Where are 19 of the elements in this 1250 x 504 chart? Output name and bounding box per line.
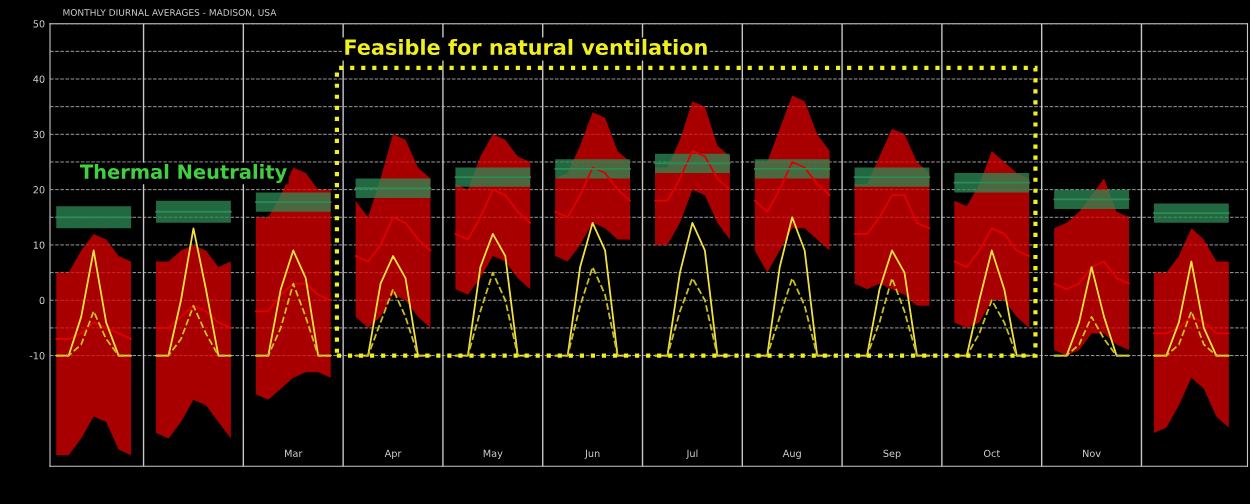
- y-tick-label: 10: [33, 241, 45, 249]
- chart-title: MONTHLY DIURNAL AVERAGES - MADISON, USA: [63, 9, 277, 17]
- x-tick-label: Mar: [285, 449, 303, 458]
- x-tick-label: Jul: [686, 449, 698, 459]
- y-tick-label: 50: [33, 20, 45, 28]
- x-tick-label: Sep: [883, 449, 901, 459]
- x-tick-label: Oct: [983, 449, 1000, 458]
- y-tick-label: -10: [29, 352, 45, 360]
- y-tick-label: 20: [33, 186, 45, 194]
- x-tick-label: Jun: [584, 449, 600, 459]
- x-tick-label: Aug: [782, 449, 801, 459]
- y-tick-label: 30: [33, 130, 45, 139]
- x-tick-label: Nov: [1083, 449, 1101, 458]
- annotation: Feasible for natural ventilation: [345, 38, 707, 56]
- y-tick-label: 40: [33, 75, 45, 83]
- x-tick-label: May: [483, 449, 503, 459]
- annotation: Thermal Neutrality: [80, 164, 287, 183]
- y-tick-label: 0: [39, 296, 45, 305]
- x-tick-label: Apr: [384, 449, 402, 459]
